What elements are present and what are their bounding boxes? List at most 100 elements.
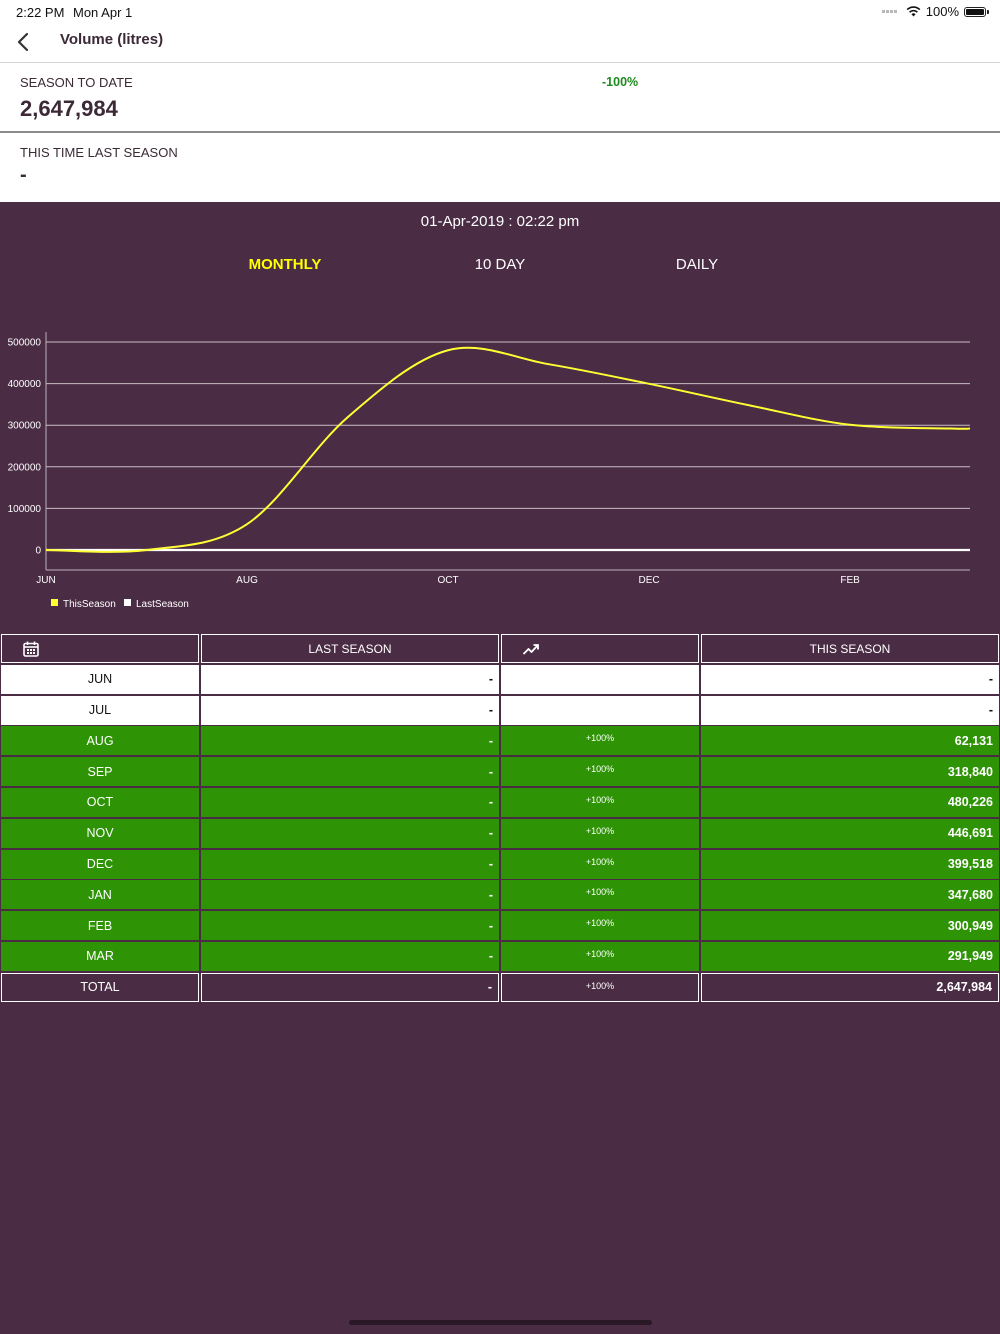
row-change: +100%	[501, 941, 699, 971]
header-this-season: THIS SEASON	[701, 634, 999, 663]
summary-divider	[0, 131, 1000, 133]
row-change: +100%	[501, 818, 699, 848]
total-last-season: -	[201, 972, 499, 1002]
x-tick-label: OCT	[437, 575, 458, 586]
monthly-volume-table: LAST SEASON THIS SEASON JUN - - JUL - - AUG - +1…	[0, 634, 1000, 1004]
legend-label: LastSeason	[136, 599, 189, 610]
row-this-season: 347,680	[701, 880, 999, 910]
back-button[interactable]	[10, 28, 36, 56]
calendar-icon	[23, 641, 39, 657]
row-last-season: -	[201, 757, 499, 787]
table-row: DEC - +100% 399,518	[0, 849, 1000, 881]
row-last-season: -	[201, 880, 499, 910]
row-this-season: -	[701, 664, 999, 694]
row-month: OCT	[1, 787, 199, 817]
row-last-season: -	[201, 787, 499, 817]
row-month: JUN	[1, 664, 199, 694]
x-tick-label: FEB	[840, 575, 860, 586]
row-this-season: 291,949	[701, 941, 999, 971]
x-tick-label: AUG	[236, 575, 258, 586]
status-date: Mon Apr 1	[73, 5, 133, 20]
legend-swatch	[51, 599, 58, 606]
tab-10-day[interactable]: 10 DAY	[474, 256, 526, 273]
row-this-season: 300,949	[701, 911, 999, 941]
row-this-season: 480,226	[701, 787, 999, 817]
summary-panel: 2:22 PM Mon Apr 1 100% Volume (litres) S…	[0, 0, 1000, 202]
row-change	[501, 664, 699, 694]
row-change: +100%	[501, 880, 699, 910]
row-last-season: -	[201, 849, 499, 879]
y-tick-label: 400000	[8, 379, 42, 390]
tab-monthly[interactable]: MONTHLY	[248, 256, 322, 273]
header-last-season: LAST SEASON	[201, 634, 499, 663]
row-month: FEB	[1, 911, 199, 941]
last-season-label: THIS TIME LAST SEASON	[20, 145, 178, 160]
y-tick-label: 500000	[8, 338, 42, 349]
table-row: FEB - +100% 300,949	[0, 911, 1000, 942]
series-line-thisseason	[45, 346, 971, 553]
page-title: Volume (litres)	[60, 31, 164, 48]
table-row: JAN - +100% 347,680	[0, 880, 1000, 911]
total-label: TOTAL	[1, 972, 199, 1002]
nav-bar: Volume (litres)	[0, 24, 1000, 62]
table-row: JUN - -	[0, 664, 1000, 696]
status-bar: 2:22 PM Mon Apr 1 100%	[16, 4, 989, 22]
row-change	[501, 695, 699, 725]
row-this-season: 446,691	[701, 818, 999, 848]
x-tick-label: DEC	[639, 575, 660, 586]
row-change: +100%	[501, 757, 699, 787]
row-month: MAR	[1, 941, 199, 971]
y-tick-label: 0	[35, 546, 41, 557]
row-last-season: -	[201, 818, 499, 848]
header-calendar-cell	[1, 634, 199, 663]
row-last-season: -	[201, 726, 499, 756]
table-row: OCT - +100% 480,226	[0, 787, 1000, 819]
row-change: +100%	[501, 849, 699, 879]
tab-daily[interactable]: DAILY	[675, 256, 719, 273]
row-month: JAN	[1, 880, 199, 910]
report-timestamp: 01-Apr-2019 : 02:22 pm	[420, 213, 580, 230]
y-tick-label: 100000	[8, 504, 42, 515]
y-tick-label: 300000	[8, 421, 42, 432]
volume-line-chart: 0 100000 200000 300000 400000 500000 JUN AUG OCT…	[8, 332, 971, 610]
status-right: 100%	[881, 4, 989, 19]
table-row: JUL - -	[0, 695, 1000, 727]
battery-percent: 100%	[925, 4, 959, 19]
row-change: +100%	[501, 726, 699, 756]
row-last-season: -	[201, 941, 499, 971]
trending-up-icon	[522, 643, 539, 655]
table-row: SEP - +100% 318,840	[0, 757, 1000, 788]
table-header: LAST SEASON THIS SEASON	[0, 634, 1000, 665]
table-row: AUG - +100% 62,131	[0, 726, 1000, 757]
row-month: DEC	[1, 849, 199, 879]
row-month: AUG	[1, 726, 199, 756]
table-row: MAR - +100% 291,949	[0, 941, 1000, 973]
status-time: 2:22 PM	[16, 5, 65, 20]
total-change: +100%	[501, 972, 699, 1002]
y-tick-label: 200000	[8, 462, 42, 473]
season-to-date-value: 2,647,984	[20, 96, 118, 121]
row-change: +100%	[501, 787, 699, 817]
cellular-signal-icon	[881, 10, 897, 13]
legend-label: ThisSeason	[63, 599, 116, 610]
row-month: NOV	[1, 818, 199, 848]
table-total-row: TOTAL - +100% 2,647,984	[0, 972, 1000, 1004]
row-month: SEP	[1, 757, 199, 787]
home-indicator[interactable]	[349, 1320, 652, 1325]
legend-swatch	[124, 599, 131, 606]
battery-icon	[964, 6, 989, 17]
row-last-season: -	[201, 664, 499, 694]
row-this-season: 399,518	[701, 849, 999, 879]
row-last-season: -	[201, 695, 499, 725]
x-tick-label: JUN	[36, 575, 55, 586]
row-this-season: -	[701, 695, 999, 725]
nav-divider	[0, 62, 1000, 63]
wifi-icon	[906, 6, 921, 17]
chevron-left-icon	[17, 32, 29, 52]
row-change: +100%	[501, 911, 699, 941]
season-change-percent: -100%	[602, 75, 639, 89]
table-row: NOV - +100% 446,691	[0, 818, 1000, 850]
last-season-value: -	[20, 164, 27, 186]
total-this-season: 2,647,984	[701, 972, 999, 1002]
row-month: JUL	[1, 695, 199, 725]
